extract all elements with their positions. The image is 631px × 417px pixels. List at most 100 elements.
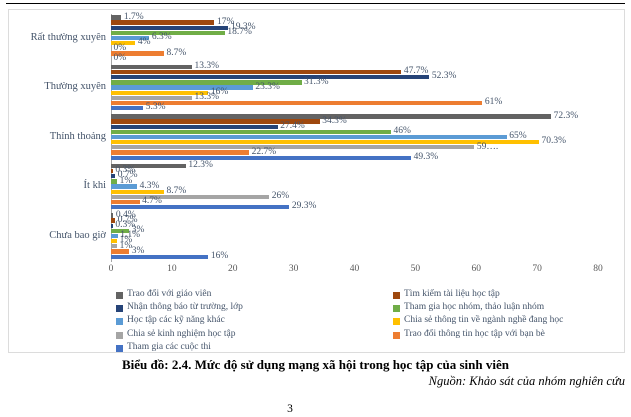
bar	[111, 106, 144, 111]
bar-label: 31.3%	[304, 76, 329, 87]
bar	[111, 119, 320, 124]
bar	[111, 199, 140, 205]
x-tick-label: 0	[108, 264, 114, 274]
bar-label: 17%	[216, 16, 235, 27]
bar	[111, 85, 253, 90]
bar-label: 5.3%	[145, 102, 166, 113]
bar	[111, 205, 290, 210]
bar	[111, 114, 552, 119]
bar	[111, 145, 475, 150]
bar	[111, 69, 402, 75]
category-label: Chưa bao giờ	[49, 229, 106, 241]
caption: Biểu đồ: 2.4. Mức độ sử dụng mạng xã hội…	[121, 357, 509, 372]
bar-label: 4.7%	[142, 196, 162, 207]
category-label: Rất thường xuyên	[30, 31, 106, 43]
bar-label: 3%	[131, 225, 145, 236]
bar-label: 16%	[210, 86, 229, 97]
bar-label: 27.4%	[280, 120, 305, 131]
bar-label: 0.3%	[115, 219, 136, 230]
bar	[111, 189, 164, 194]
legend-swatch	[116, 292, 123, 299]
x-tick-label: 80	[593, 264, 603, 274]
bar-label: 70.3%	[541, 136, 566, 147]
bar-label: 0.7%	[117, 214, 138, 225]
category-label: Thường xuyên	[44, 81, 106, 93]
bar-label: 19.3%	[230, 21, 256, 32]
bar-label: 46%	[393, 126, 411, 137]
bar-label: 1%	[119, 175, 133, 186]
bar-label: 6.3%	[151, 32, 172, 43]
legend-label: Tham gia học nhóm, thảo luận nhóm	[404, 302, 545, 313]
bar-label: 47.7%	[403, 66, 429, 77]
bar	[111, 179, 118, 184]
bar	[111, 233, 118, 239]
bar	[111, 25, 229, 30]
bar	[111, 64, 192, 70]
bar-label: 29.3%	[291, 201, 317, 212]
legend-label: Chia sẻ thông tin về ngành nghề đang học	[404, 315, 564, 326]
legend-swatch	[116, 305, 123, 313]
bar-label: 13.3%	[194, 92, 219, 103]
bar	[111, 124, 278, 129]
bar-label: 22.7%	[251, 146, 277, 157]
bar	[111, 228, 130, 234]
bar-label: 52.3%	[431, 71, 457, 82]
legend-label: Tìm kiếm tài liệu học tập	[404, 289, 500, 299]
bar-label: 0.7%	[117, 170, 138, 181]
bar	[111, 90, 209, 95]
bar	[111, 184, 138, 189]
bar-label: 16%	[210, 250, 229, 261]
bar-label: 26%	[271, 191, 290, 202]
bar	[111, 150, 250, 155]
bar	[111, 244, 118, 249]
bar-label: 0.3%	[115, 165, 136, 176]
bar	[111, 174, 116, 179]
bar	[111, 194, 270, 199]
bar	[111, 15, 122, 20]
legend-swatch	[393, 292, 400, 299]
bar	[111, 35, 150, 41]
x-tick-label: 40	[349, 264, 360, 274]
bar-label: 65%	[509, 131, 527, 142]
legend-label: Trao đổi thông tin học tập với bạn bè	[404, 328, 545, 339]
bar-label: 4.3%	[139, 180, 160, 191]
legend-swatch	[393, 331, 400, 339]
bar-label: 0%	[113, 42, 127, 53]
bar	[111, 249, 130, 254]
bar	[111, 168, 113, 174]
bar-label: 23.3%	[255, 81, 280, 92]
bar	[111, 80, 302, 85]
bar-label: 12.3%	[188, 160, 213, 171]
legend-swatch	[116, 344, 123, 352]
bar	[111, 51, 164, 56]
bar	[111, 218, 116, 223]
bar	[111, 20, 215, 25]
bar-label: 72.3%	[553, 110, 579, 121]
bar	[111, 134, 507, 140]
bar-label: 8.7%	[166, 185, 187, 196]
bar	[111, 213, 114, 218]
bar-label: 3%	[131, 245, 145, 256]
category-label: Thỉnh thoảng	[49, 130, 106, 142]
bar	[111, 163, 186, 169]
legend-swatch	[116, 318, 123, 326]
legend-swatch	[393, 318, 400, 326]
bar	[111, 140, 539, 145]
bar	[111, 129, 392, 135]
bar-label: 1.7%	[123, 11, 144, 22]
bar-label: 59….	[476, 141, 499, 152]
bar-label: 13.3%	[194, 61, 219, 72]
bar	[111, 100, 483, 106]
bar	[111, 95, 192, 100]
legend-swatch	[116, 331, 123, 339]
x-tick-label: 70	[532, 264, 542, 274]
page-number: 3	[287, 403, 293, 415]
legend-swatch	[393, 305, 400, 313]
bar	[111, 239, 118, 244]
bar-label: 0.4%	[115, 209, 136, 220]
legend-label: Học tập các kỹ năng khác	[127, 315, 225, 326]
chart: Rất thường xuyên 1.7% 17% 19.3% 18.7% 6.3% 4% 0…	[8, 9, 625, 353]
x-tick-label: 50	[410, 264, 421, 274]
bar-label: 61%	[484, 97, 503, 108]
x-tick-label: 20	[228, 264, 238, 274]
